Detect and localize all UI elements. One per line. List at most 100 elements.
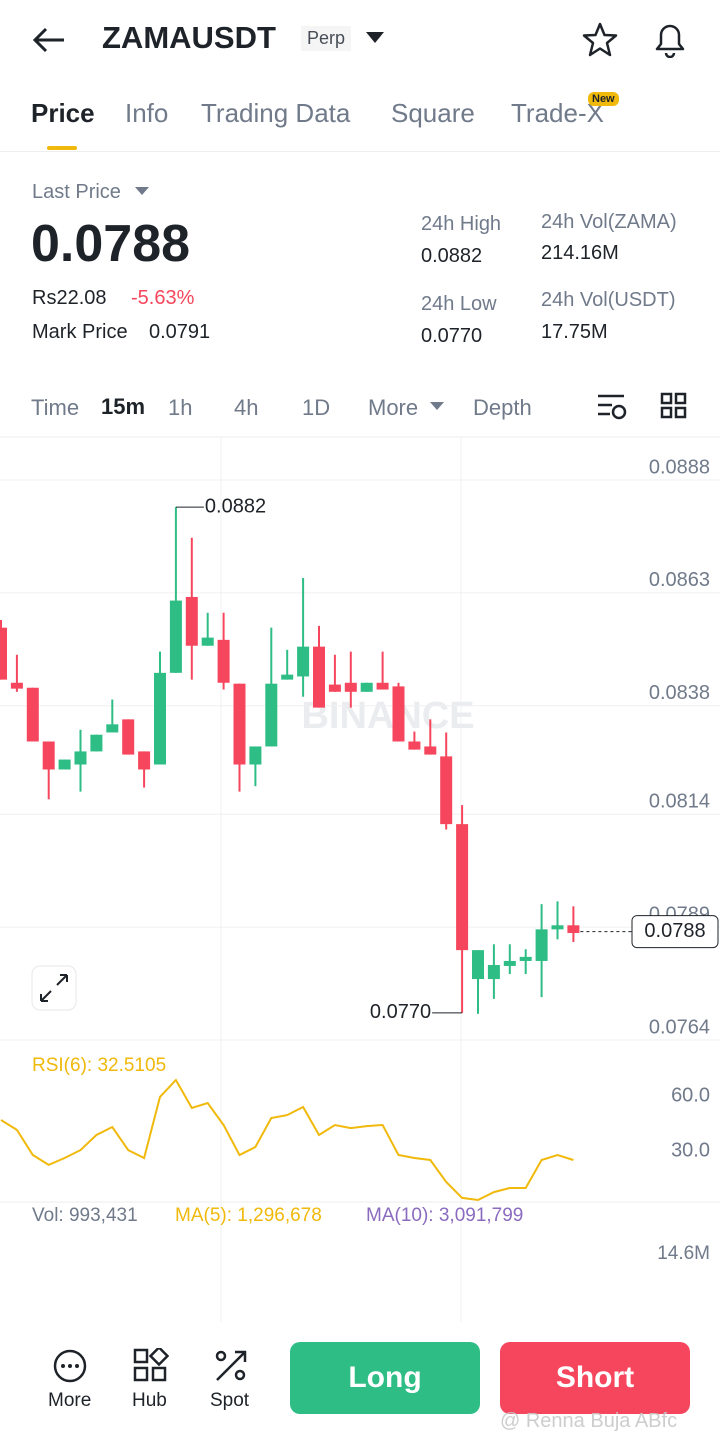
y-tick-label: 0.0888 (649, 456, 710, 478)
candle-body (503, 960, 516, 966)
fullscreen-button[interactable] (31, 965, 77, 1011)
candle-body (42, 741, 55, 770)
divider (0, 151, 720, 152)
ma5-label: MA(5): 1,296,678 (175, 1205, 322, 1226)
candle-body (440, 756, 453, 825)
alert-button[interactable] (652, 20, 688, 58)
candle-body (456, 824, 469, 951)
candle-body (249, 746, 262, 765)
candle-body (297, 646, 310, 677)
local-price: Rs22.08 (32, 287, 107, 309)
candle-body (58, 759, 71, 770)
vol-label: Vol: 993,431 (32, 1205, 138, 1226)
candle-body (551, 925, 564, 930)
candle-body (535, 929, 548, 961)
vol-axis-label: 14.6M (657, 1243, 710, 1264)
nav-label[interactable]: More (48, 1390, 92, 1411)
current-price-box (631, 915, 719, 949)
back-button[interactable] (30, 24, 70, 56)
candle-body (328, 684, 341, 692)
candle-body (519, 956, 532, 961)
rsi-line (0, 1078, 574, 1202)
rsi-label: RSI(6): 32.5105 (32, 1055, 167, 1076)
more-icon[interactable] (52, 1348, 88, 1384)
new-badge: New (588, 92, 619, 106)
candle-body (281, 674, 294, 680)
long-button[interactable]: Long (290, 1342, 480, 1414)
tab[interactable]: Square (391, 98, 475, 128)
candle-body (344, 682, 357, 692)
candle-body (233, 683, 246, 765)
price-change: -5.63% (131, 287, 195, 309)
layout-button[interactable] (660, 392, 688, 420)
timeframe[interactable]: 15m (101, 394, 146, 419)
candle-body (487, 965, 500, 980)
dropdown-icon[interactable] (366, 32, 384, 44)
candle-body (106, 724, 119, 733)
candle-body (169, 600, 182, 673)
active-tab-indicator (47, 146, 77, 150)
candle-body (408, 741, 421, 750)
candle-body (217, 639, 230, 683)
tab[interactable]: Info (125, 98, 169, 128)
stat-value: 17.75M (541, 321, 608, 343)
mark-price: 0.0791 (149, 321, 211, 343)
current-price-label: 0.0788 (644, 920, 705, 942)
chart: BINANCE 0.08880.08630.08380.08140.07890.… (0, 436, 720, 1322)
stat-value: 214.16M (541, 242, 619, 264)
y-tick-label: 0.0764 (649, 1016, 710, 1038)
y-tick-label: 0.0838 (649, 682, 710, 704)
candle-body (376, 682, 389, 690)
last-price: 0.0788 (31, 215, 191, 273)
dropdown-icon[interactable] (135, 187, 149, 196)
rsi-tick-label: 30.0 (671, 1139, 710, 1161)
stat-label: 24h Vol(ZAMA) (541, 211, 677, 233)
candle-body (265, 683, 278, 747)
candle-body (138, 751, 151, 770)
symbol: ZAMAUSDT (102, 20, 276, 55)
dropdown-icon[interactable] (430, 402, 444, 411)
bottom-bar: More Hub Spot Long Short @ Renna Buja AB… (0, 1322, 720, 1448)
indicator-settings[interactable] (596, 392, 628, 422)
stat-value: 0.0882 (421, 245, 483, 267)
contract-badge: Perp (301, 26, 352, 51)
timeframe[interactable]: Time (31, 395, 80, 420)
timeframe[interactable]: 4h (234, 395, 259, 420)
stat-label: 24h Vol(USDT) (541, 289, 676, 311)
timeframe[interactable]: 1h (168, 395, 193, 420)
mark-price-label: Mark Price (32, 321, 128, 343)
tab[interactable]: Trading Data (201, 98, 351, 128)
stat-label: 24h High (421, 213, 502, 235)
stat-label: 24h Low (421, 293, 497, 315)
tab[interactable]: Price (31, 98, 95, 128)
nav-label[interactable]: Spot (210, 1390, 250, 1411)
high-label: 0.0882 (205, 495, 266, 517)
candle-body (313, 646, 325, 708)
expand-icon (40, 974, 68, 1002)
watermark-credit: @ Renna Buja ABfc (500, 1410, 678, 1432)
hub-icon[interactable] (133, 1348, 169, 1384)
favorite-button[interactable] (582, 22, 618, 58)
stat-value: 0.0770 (421, 325, 483, 347)
candle-body (90, 734, 103, 752)
candle-body (26, 687, 39, 742)
nav-label[interactable]: Hub (132, 1390, 167, 1411)
candle-body (424, 746, 437, 755)
candle-body (472, 950, 484, 980)
low-label: 0.0770 (370, 1001, 431, 1023)
short-button[interactable]: Short (500, 1342, 690, 1414)
timeframe[interactable]: 1D (302, 395, 331, 420)
rsi-tick-label: 60.0 (671, 1084, 710, 1106)
candle-body (122, 719, 135, 755)
candle-body (360, 682, 373, 692)
spot-icon[interactable] (213, 1348, 249, 1384)
timeframe[interactable]: More (368, 395, 419, 420)
candle-body (74, 751, 87, 765)
candle-body (392, 686, 405, 742)
y-tick-label: 0.0863 (649, 569, 710, 591)
candle-body (201, 637, 214, 646)
y-tick-label: 0.0814 (649, 790, 710, 812)
timeframe[interactable]: Depth (473, 395, 532, 420)
candle-body (185, 596, 198, 646)
